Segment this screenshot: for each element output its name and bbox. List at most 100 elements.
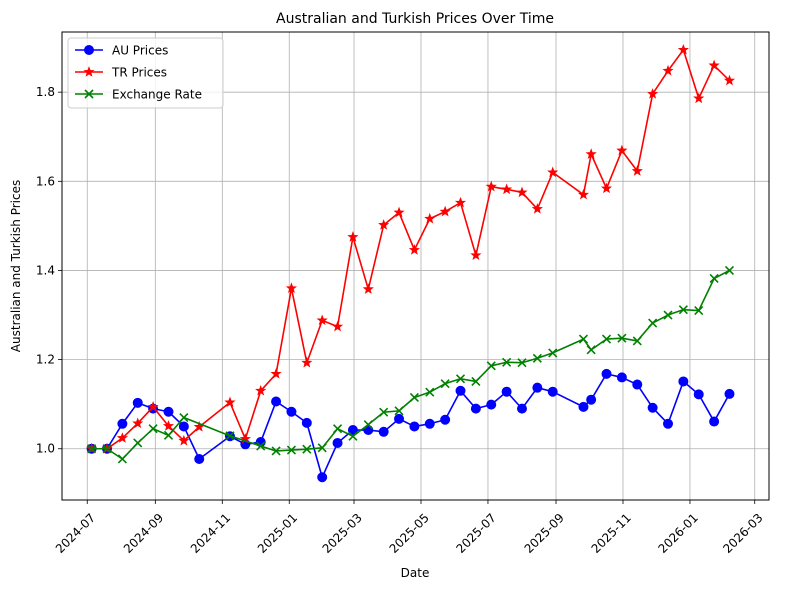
exchange-rate-point (117, 454, 127, 464)
exchange-rate-point (440, 379, 450, 389)
legend-label: AU Prices (112, 44, 168, 58)
tr-prices-point (723, 74, 736, 86)
tr-prices-point (178, 434, 190, 446)
tr-prices-point (677, 43, 689, 55)
tr-prices-point (485, 180, 497, 192)
exchange-rate-point (286, 445, 297, 455)
au-prices-point (586, 394, 597, 405)
exchange-rate-point (632, 336, 642, 346)
y-tick-label: 1.8 (36, 85, 55, 99)
exchange-rate-point (379, 407, 389, 417)
au-prices-point (501, 386, 512, 397)
tr-prices-point (132, 417, 144, 429)
exchange-rate-point (694, 306, 704, 316)
exchange-rate-point (548, 348, 558, 358)
legend-item-exchange-rate: Exchange Rate (75, 88, 202, 102)
tr-prices-point (424, 212, 436, 224)
au-prices-point (301, 417, 312, 428)
tr-prices-point (693, 92, 705, 104)
legend-marker (84, 89, 94, 99)
au-prices-point (616, 372, 627, 383)
series-exchange-rate (87, 265, 735, 464)
y-axis-label: Australian and Turkish Prices (9, 180, 23, 352)
au-prices-point (332, 437, 343, 448)
series-tr-prices (86, 43, 736, 454)
exchange-rate-point (663, 310, 673, 320)
au-prices-point (470, 403, 481, 414)
exchange-rate-point (87, 444, 97, 454)
tr-prices-point (255, 384, 267, 396)
y-tick-label: 1.2 (36, 353, 55, 367)
tr-prices-point (316, 314, 328, 326)
au-prices-point (394, 413, 405, 424)
x-axis-label: Date (401, 566, 430, 580)
exchange-rate-point (348, 431, 358, 441)
au-prices-point (486, 399, 497, 410)
au-prices-point (693, 389, 704, 400)
exchange-rate-point (532, 353, 542, 363)
tr-prices-point (585, 148, 597, 159)
tr-prices-point (708, 59, 720, 71)
legend-marker (84, 45, 94, 55)
plot-frame (61, 31, 770, 501)
tr-prices-point (662, 64, 674, 76)
au-prices-point (709, 416, 720, 427)
au-prices-point (409, 421, 420, 432)
au-prices-point (194, 453, 205, 464)
legend-item-tr-prices: TR Prices (75, 66, 167, 80)
au-prices-point (601, 368, 612, 379)
tr-prices-point (600, 182, 613, 194)
tr-prices-point (285, 282, 298, 294)
exchange-rate-point (648, 318, 658, 328)
tr-prices-point (162, 420, 175, 431)
y-tick-label: 1.6 (36, 174, 55, 188)
series-layer (86, 43, 736, 483)
exchange-rate-point (332, 424, 343, 434)
tr-prices-point (147, 400, 159, 412)
exchange-rate-point (133, 438, 143, 448)
exchange-rate-point (148, 424, 158, 434)
y-axis-ticks: 1.0 1.2 1.4 1.6 1.8 (36, 85, 62, 456)
exchange-rate-point (394, 406, 404, 416)
au-prices-point (455, 385, 466, 396)
tr-prices-point (347, 231, 359, 242)
tr-prices-point (393, 206, 405, 218)
legend-box (67, 37, 224, 109)
y-tick-label: 1.0 (36, 442, 55, 456)
exchange-rate-point (678, 305, 688, 315)
au-prices-point (317, 472, 328, 483)
au-prices-point (632, 379, 643, 390)
au-prices-point (424, 418, 435, 429)
tr-prices-point (577, 188, 590, 200)
au-prices-point (663, 418, 673, 429)
au-prices-point (547, 386, 558, 397)
tr-prices-point (301, 356, 313, 368)
tr-prices-point (616, 144, 628, 156)
tr-prices-point (116, 432, 128, 443)
legend-label: TR Prices (111, 66, 167, 80)
exchange-rate-point (102, 444, 112, 454)
tr-prices-point (331, 320, 344, 332)
exchange-rate-point (709, 273, 719, 284)
exchange-rate-point (425, 387, 435, 397)
exchange-rate-point (271, 446, 281, 456)
au-prices-point (678, 376, 689, 387)
exchange-rate-point (471, 376, 481, 387)
au-prices-point (516, 403, 527, 414)
exchange-rate-point (486, 361, 496, 371)
tr-prices-point (547, 166, 559, 178)
legend: AU Prices TR Prices Exchange Rate (67, 37, 224, 109)
tr-prices-point (362, 283, 374, 294)
tr-prices-point (439, 205, 451, 217)
au-prices-point (378, 426, 389, 437)
legend-item-au-prices: AU Prices (75, 44, 168, 58)
exchange-rate-point (517, 358, 527, 368)
tr-prices-point (501, 183, 513, 195)
exchange-rate-point (409, 392, 419, 403)
exchange-rate-point (578, 334, 589, 344)
exchange-rate-point (724, 265, 735, 276)
tr-prices-point (270, 368, 282, 379)
au-prices-point (347, 425, 358, 436)
tr-prices-point (454, 196, 467, 208)
